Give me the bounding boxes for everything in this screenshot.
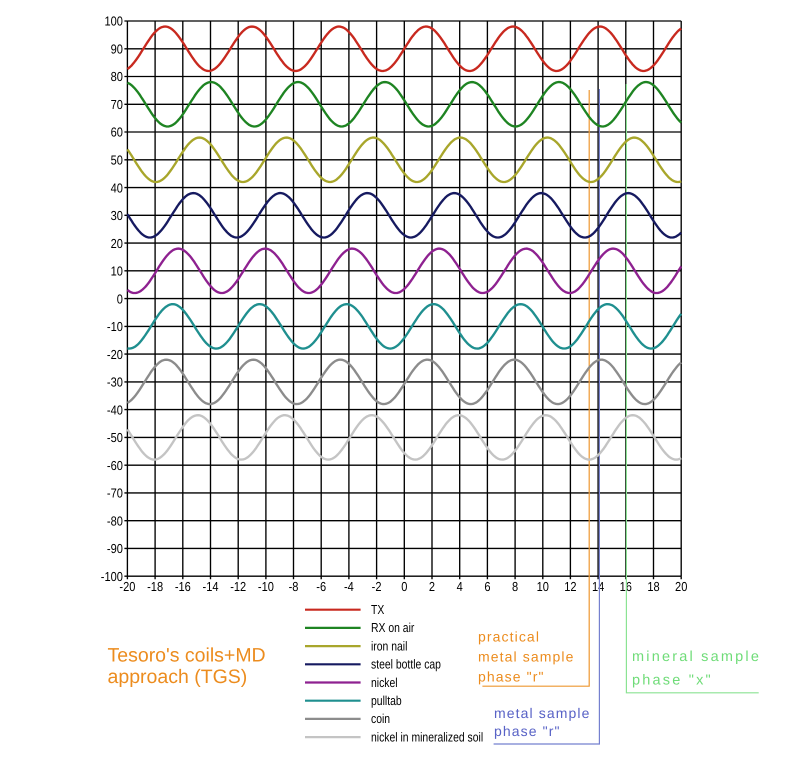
svg-text:TX: TX — [371, 602, 385, 617]
svg-text:pulltab: pulltab — [371, 693, 402, 708]
svg-text:phase "r": phase "r" — [494, 723, 561, 739]
svg-text:0: 0 — [401, 579, 407, 594]
svg-text:-12: -12 — [230, 579, 246, 594]
svg-text:mineral sample: mineral sample — [632, 649, 761, 665]
svg-text:70: 70 — [111, 97, 123, 112]
svg-text:phase "x": phase "x" — [632, 672, 713, 688]
svg-text:nickel in mineralized soil: nickel in mineralized soil — [371, 729, 483, 744]
svg-text:10: 10 — [111, 264, 123, 279]
svg-text:-70: -70 — [107, 486, 123, 501]
svg-text:14: 14 — [592, 579, 604, 594]
svg-text:coin: coin — [371, 711, 390, 726]
svg-text:6: 6 — [484, 579, 490, 594]
svg-text:20: 20 — [111, 236, 123, 251]
svg-text:60: 60 — [111, 125, 123, 140]
svg-text:18: 18 — [647, 579, 659, 594]
svg-text:Tesoro's coils+MD: Tesoro's coils+MD — [108, 644, 266, 666]
svg-text:80: 80 — [111, 69, 123, 84]
svg-text:100: 100 — [104, 14, 122, 29]
svg-text:10: 10 — [537, 579, 549, 594]
svg-text:-2: -2 — [372, 579, 382, 594]
svg-text:-16: -16 — [175, 579, 191, 594]
svg-text:-14: -14 — [203, 579, 219, 594]
svg-text:-90: -90 — [107, 541, 123, 556]
svg-text:-4: -4 — [344, 579, 354, 594]
svg-text:4: 4 — [457, 579, 463, 594]
svg-text:12: 12 — [564, 579, 576, 594]
svg-text:-10: -10 — [107, 319, 123, 334]
svg-text:-20: -20 — [119, 579, 135, 594]
svg-text:-20: -20 — [107, 347, 123, 362]
svg-text:-10: -10 — [258, 579, 274, 594]
svg-text:metal sample: metal sample — [494, 705, 590, 721]
svg-text:0: 0 — [117, 291, 123, 306]
svg-text:iron nail: iron nail — [371, 638, 408, 653]
svg-text:phase "r": phase "r" — [478, 669, 545, 685]
svg-text:RX on air: RX on air — [371, 620, 415, 635]
svg-text:-100: -100 — [101, 569, 123, 584]
svg-text:approach (TGS): approach (TGS) — [108, 666, 248, 688]
svg-text:-18: -18 — [147, 579, 163, 594]
svg-text:nickel: nickel — [371, 675, 398, 690]
svg-text:-30: -30 — [107, 375, 123, 390]
svg-text:-8: -8 — [289, 579, 299, 594]
svg-text:20: 20 — [675, 579, 687, 594]
svg-text:-80: -80 — [107, 513, 123, 528]
svg-text:40: 40 — [111, 180, 123, 195]
svg-text:50: 50 — [111, 153, 123, 168]
svg-text:-6: -6 — [316, 579, 326, 594]
svg-text:-60: -60 — [107, 458, 123, 473]
svg-text:90: 90 — [111, 42, 123, 57]
svg-text:16: 16 — [620, 579, 632, 594]
svg-text:2: 2 — [429, 579, 435, 594]
svg-text:practical: practical — [478, 628, 540, 644]
svg-text:steel bottle cap: steel bottle cap — [371, 657, 441, 672]
svg-text:30: 30 — [111, 208, 123, 223]
svg-text:-40: -40 — [107, 402, 123, 417]
svg-text:8: 8 — [512, 579, 518, 594]
svg-text:metal sample: metal sample — [478, 649, 574, 665]
svg-text:-50: -50 — [107, 430, 123, 445]
